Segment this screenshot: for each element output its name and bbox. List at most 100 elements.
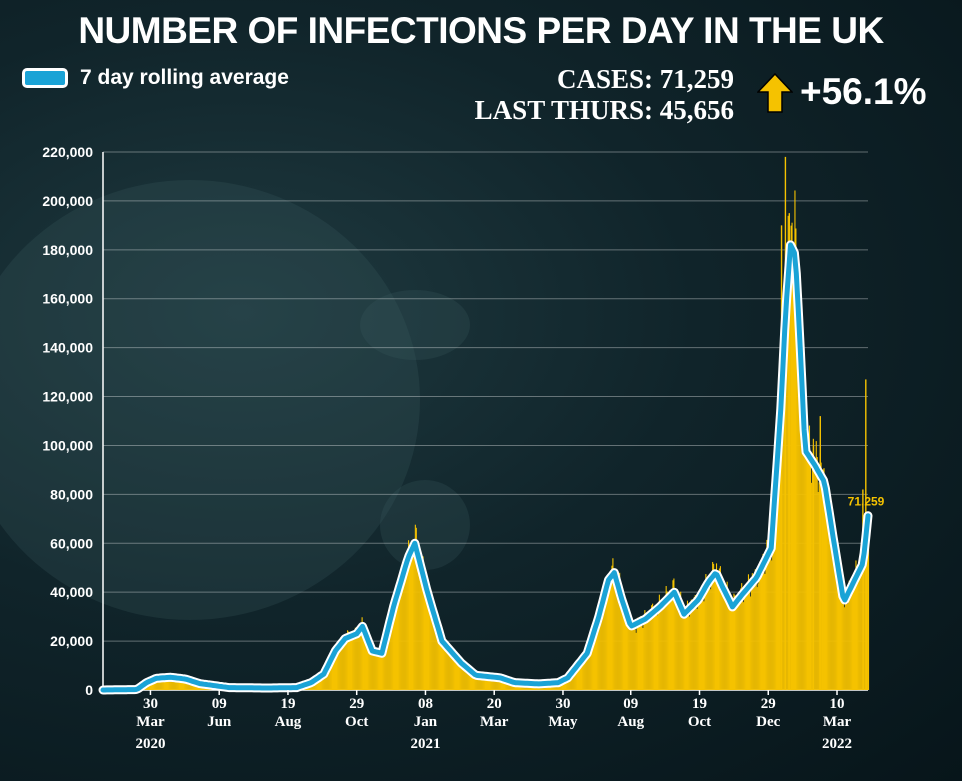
bar bbox=[764, 573, 766, 690]
bar bbox=[378, 656, 380, 690]
bar bbox=[432, 612, 434, 690]
bar bbox=[846, 604, 848, 690]
bar bbox=[736, 605, 738, 690]
bar bbox=[749, 596, 751, 690]
bar bbox=[389, 615, 391, 690]
bar bbox=[469, 667, 471, 690]
bar bbox=[360, 626, 362, 690]
legend-swatch bbox=[22, 68, 68, 88]
bar bbox=[494, 676, 496, 690]
bar-spike bbox=[784, 156, 787, 690]
bar bbox=[333, 649, 335, 690]
bar bbox=[474, 675, 476, 690]
bar bbox=[608, 576, 610, 690]
bar bbox=[464, 665, 466, 690]
bar bbox=[672, 580, 674, 690]
bar bbox=[492, 678, 494, 690]
bar bbox=[835, 545, 837, 690]
bar bbox=[675, 598, 677, 690]
bar bbox=[491, 676, 493, 690]
bar bbox=[714, 576, 716, 690]
bar bbox=[153, 678, 155, 690]
bar bbox=[599, 618, 601, 690]
bar bbox=[419, 562, 421, 690]
bar bbox=[170, 676, 172, 690]
bar bbox=[705, 574, 707, 690]
bar bbox=[806, 457, 809, 690]
bar bbox=[332, 653, 334, 690]
bar bbox=[851, 583, 853, 690]
bar-series bbox=[110, 156, 870, 691]
bar bbox=[483, 674, 485, 690]
bar bbox=[694, 594, 696, 690]
bar bbox=[365, 630, 367, 690]
bar bbox=[826, 484, 828, 690]
bar bbox=[438, 632, 440, 690]
bar bbox=[833, 536, 835, 690]
bar bbox=[373, 651, 375, 690]
bar bbox=[828, 509, 830, 690]
bar bbox=[756, 587, 758, 690]
bar bbox=[718, 568, 720, 690]
bar bbox=[458, 658, 460, 690]
bar bbox=[709, 576, 711, 690]
bar bbox=[368, 634, 370, 690]
bar bbox=[745, 584, 747, 690]
x-tick-month: Aug bbox=[617, 714, 644, 730]
bar bbox=[350, 632, 352, 690]
bar bbox=[702, 593, 704, 690]
bar bbox=[566, 679, 568, 690]
bar bbox=[767, 551, 769, 690]
bar bbox=[323, 674, 325, 690]
bar bbox=[583, 655, 585, 690]
y-axis-labels: 0 20,000 40,000 60,000 80,000 100,000 120,000 1… bbox=[42, 144, 93, 698]
bar bbox=[605, 583, 607, 690]
bar bbox=[439, 637, 441, 690]
bar bbox=[378, 652, 381, 690]
bar bbox=[817, 492, 819, 690]
bar bbox=[769, 540, 771, 690]
bar bbox=[715, 570, 717, 690]
bar bbox=[622, 599, 624, 690]
bar bbox=[774, 489, 776, 690]
bar bbox=[584, 654, 586, 690]
bar bbox=[843, 607, 845, 690]
bar bbox=[668, 597, 670, 690]
bar bbox=[776, 468, 778, 690]
bar bbox=[841, 584, 843, 690]
bar bbox=[653, 611, 656, 690]
bar bbox=[320, 675, 322, 690]
x-tick-day: 08 bbox=[418, 696, 433, 712]
bar bbox=[472, 672, 475, 690]
bar bbox=[163, 678, 165, 690]
bar bbox=[357, 630, 359, 690]
bar bbox=[687, 605, 689, 690]
bar bbox=[765, 552, 767, 690]
bar bbox=[868, 522, 870, 690]
bar bbox=[854, 575, 856, 690]
bar bbox=[417, 557, 419, 690]
bar bbox=[173, 677, 175, 690]
x-tick-month: Mar bbox=[480, 714, 509, 730]
bar bbox=[162, 677, 164, 690]
bar bbox=[189, 680, 191, 690]
y-tick-label: 160,000 bbox=[42, 291, 93, 307]
bar bbox=[496, 677, 498, 690]
bar bbox=[845, 603, 847, 690]
bar bbox=[372, 649, 374, 690]
bar bbox=[650, 618, 652, 690]
bar bbox=[324, 672, 326, 690]
bar bbox=[154, 678, 156, 690]
bar bbox=[399, 597, 401, 690]
bar bbox=[786, 265, 788, 690]
bar bbox=[485, 677, 487, 690]
bar bbox=[612, 558, 614, 690]
bar bbox=[330, 661, 332, 690]
bar bbox=[753, 581, 755, 690]
bar bbox=[452, 657, 454, 690]
bar bbox=[425, 584, 427, 690]
bar bbox=[175, 677, 177, 690]
bar bbox=[353, 630, 355, 690]
x-tick-year: 2020 bbox=[135, 736, 165, 752]
bar bbox=[722, 584, 724, 690]
